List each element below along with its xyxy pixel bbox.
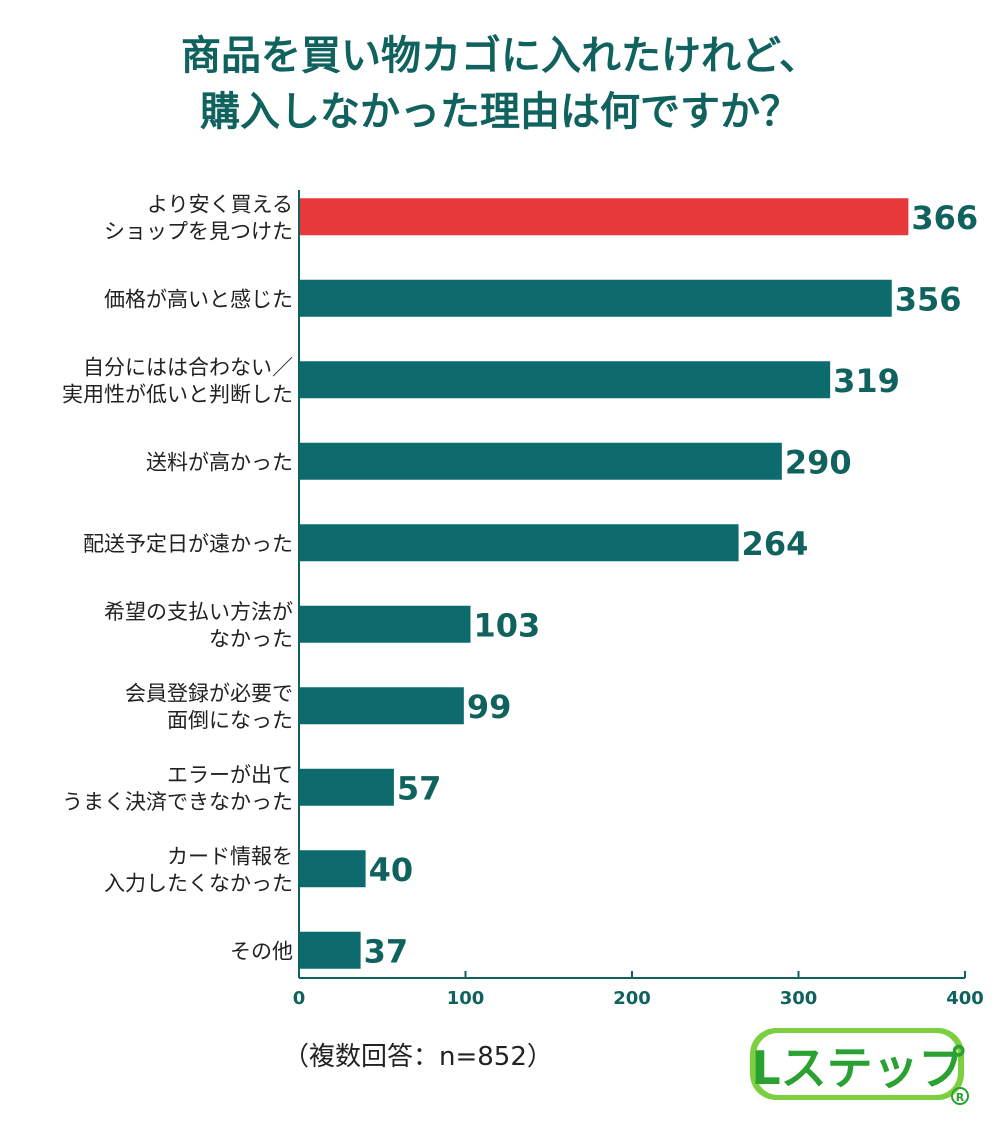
x-tick-label-3: 300 — [780, 988, 818, 1009]
value-label-0: 366 — [911, 199, 978, 237]
x-tick-label-2: 200 — [613, 988, 651, 1009]
value-label-9: 37 — [364, 932, 409, 970]
category-label-6-1: 面倒になった — [167, 708, 293, 732]
category-label-9-0: その他 — [230, 939, 293, 963]
bar-3 — [299, 442, 782, 480]
svg-text:R: R — [956, 1091, 965, 1104]
value-label-6: 99 — [467, 688, 512, 726]
bar-0 — [299, 198, 909, 236]
logo-text: Lステップ — [751, 1041, 964, 1095]
category-label-5-1: なかった — [209, 627, 293, 651]
sample-note: （複数回答：n=852） — [283, 1042, 553, 1072]
value-label-5: 103 — [473, 606, 540, 644]
category-label-7-1: うまく決済できなかった — [62, 790, 293, 814]
chart-title: 商品を買い物カゴに入れたけれど、 購入しなかった理由は何ですか？ — [0, 28, 1000, 140]
category-label-5-0: 希望の支払い方法が — [104, 600, 293, 624]
bar-9 — [299, 931, 361, 969]
value-label-1: 356 — [895, 280, 962, 318]
x-tick-label-1: 100 — [447, 988, 485, 1009]
category-label-3-0: 送料が高かった — [146, 450, 293, 474]
bar-5 — [299, 605, 471, 643]
lstep-logo: Lステップ R — [750, 1028, 969, 1105]
bar-1 — [299, 279, 892, 317]
category-label-6-0: 会員登録が必要で — [125, 681, 293, 705]
category-label-8-1: 入力したくなかった — [104, 871, 293, 895]
category-label-0-0: より安く買える — [147, 192, 293, 216]
bar-8 — [299, 850, 366, 888]
x-tick-label-0: 0 — [293, 988, 306, 1009]
title-line-1: 商品を買い物カゴに入れたけれど、 — [181, 33, 819, 79]
bar-6 — [299, 687, 464, 725]
category-label-2-0: 自分にはは合わない／ — [83, 355, 293, 379]
value-label-4: 264 — [742, 525, 809, 563]
bar-7 — [299, 768, 394, 806]
category-label-2-1: 実用性が低いと判断した — [62, 382, 293, 406]
value-label-7: 57 — [397, 769, 442, 807]
category-label-0-1: ショップを見つけた — [104, 219, 293, 243]
value-label-8: 40 — [369, 851, 414, 889]
title-line-2: 購入しなかった理由は何ですか？ — [200, 89, 800, 135]
value-label-2: 319 — [833, 362, 900, 400]
bar-4 — [299, 524, 739, 562]
value-label-3: 290 — [785, 443, 852, 481]
category-label-7-0: エラーが出て — [167, 763, 293, 787]
bar-2 — [299, 361, 831, 399]
category-label-8-0: カード情報を — [167, 844, 293, 868]
category-label-1-0: 価格が高いと感じた — [104, 287, 293, 311]
category-label-4-0: 配送予定日が遠かった — [83, 532, 293, 556]
x-tick-label-4: 400 — [946, 988, 984, 1009]
